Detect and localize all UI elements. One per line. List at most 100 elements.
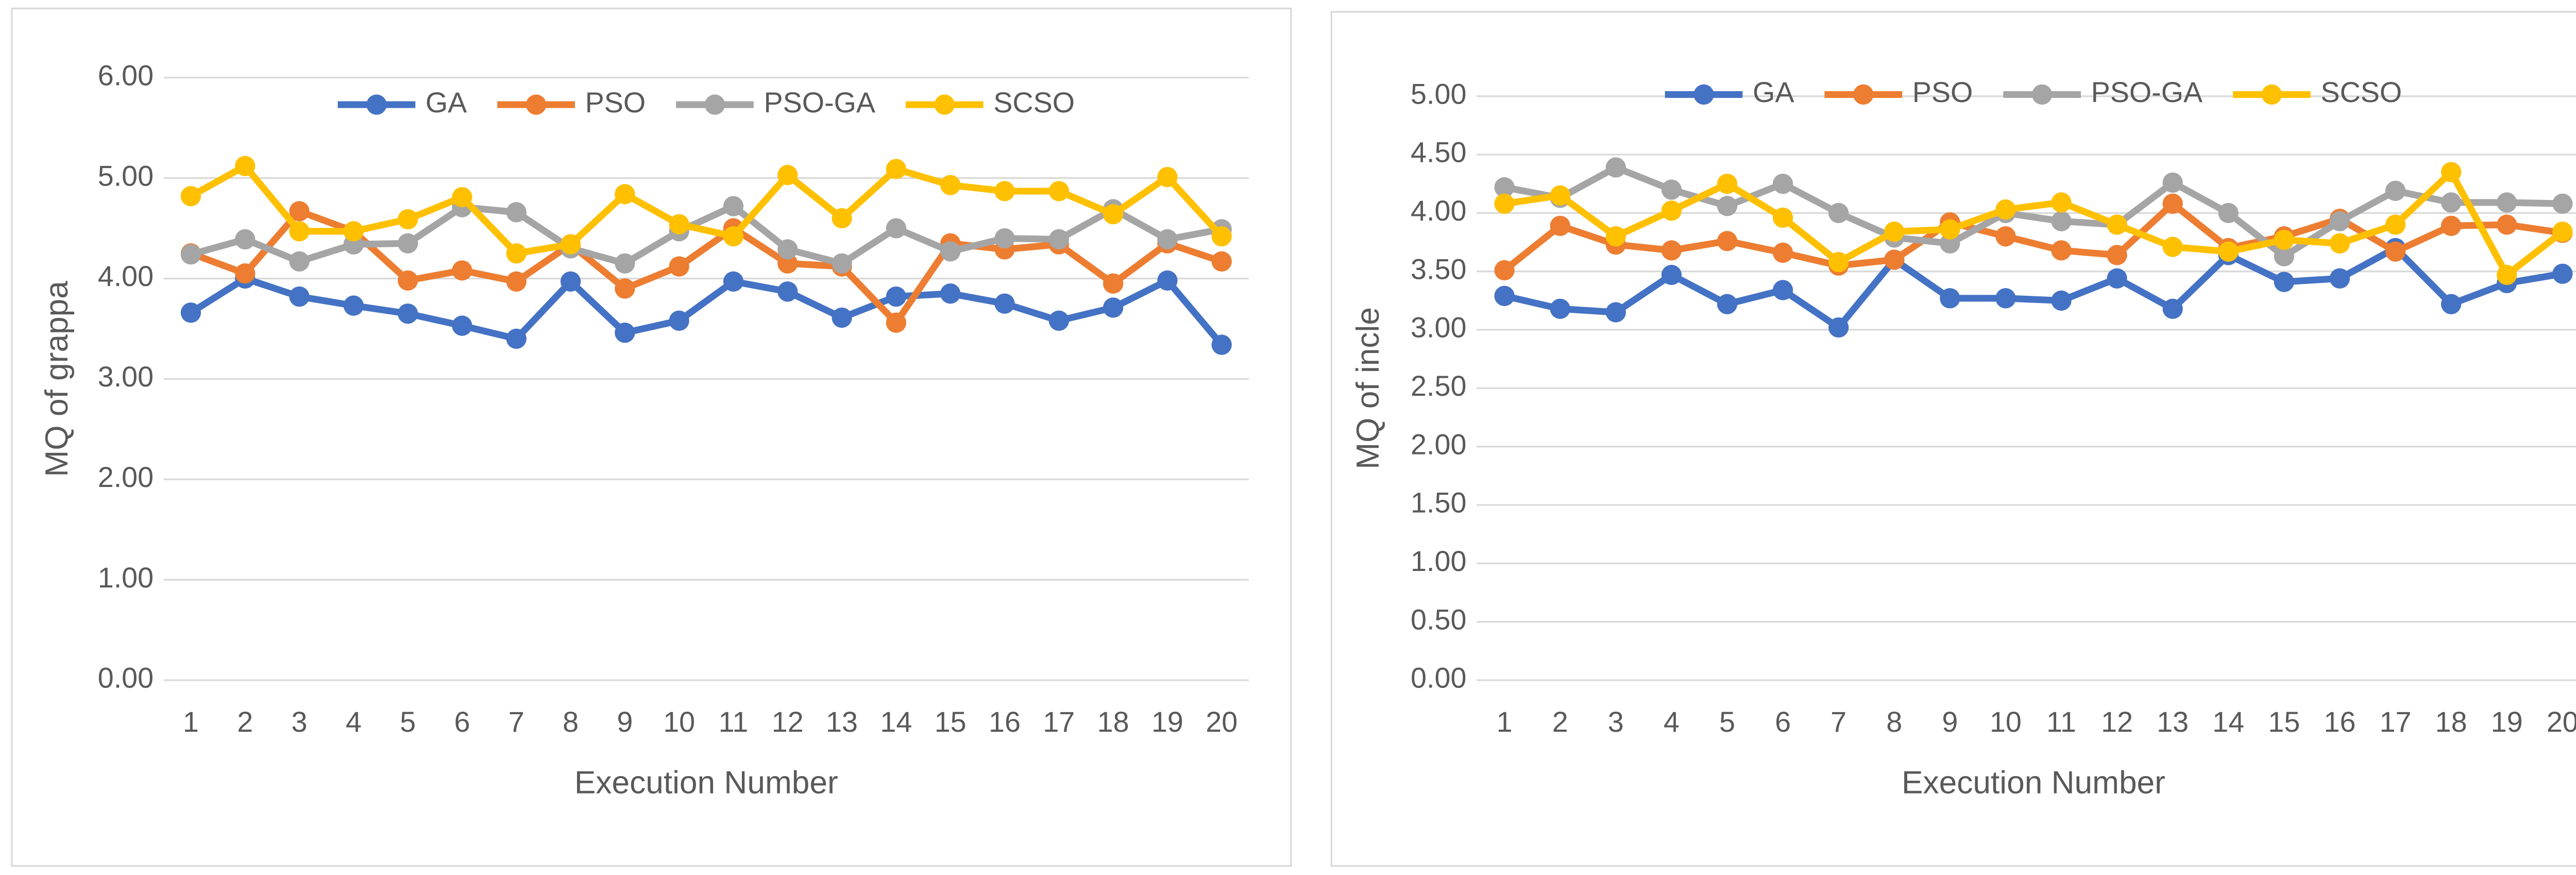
x-tick-label: 9 xyxy=(1942,706,1958,738)
data-point xyxy=(180,302,201,323)
data-point xyxy=(1828,203,1849,224)
data-point xyxy=(1605,226,1626,247)
data-point xyxy=(1884,249,1905,270)
legend-marker xyxy=(366,94,387,115)
x-tick-label: 1 xyxy=(1497,706,1513,738)
x-tick-label: 17 xyxy=(2380,706,2412,738)
data-point xyxy=(1995,199,2016,220)
data-point xyxy=(2552,263,2573,284)
data-point xyxy=(560,271,581,292)
data-point xyxy=(397,304,418,324)
data-point xyxy=(777,253,798,274)
data-point xyxy=(2329,268,2350,289)
legend-marker xyxy=(1853,84,1874,105)
data-point xyxy=(886,312,907,333)
data-point xyxy=(1661,179,1682,200)
data-point xyxy=(1772,174,1793,194)
x-tick-label: 7 xyxy=(1831,706,1846,738)
data-point xyxy=(235,156,256,176)
y-tick-label: 0.50 xyxy=(1411,603,1466,635)
x-tick-label: 5 xyxy=(1719,706,1735,738)
data-point xyxy=(1103,297,1124,318)
data-point xyxy=(994,228,1015,249)
x-tick-label: 15 xyxy=(935,706,967,738)
x-tick-label: 4 xyxy=(1664,706,1680,738)
x-tick-label: 17 xyxy=(1043,706,1075,738)
data-point xyxy=(1494,260,1515,281)
data-point xyxy=(2385,241,2406,262)
data-point xyxy=(1995,226,2016,247)
y-tick-label: 3.00 xyxy=(98,361,154,393)
data-point xyxy=(2107,268,2127,289)
legend-label: GA xyxy=(426,87,467,119)
data-point xyxy=(1048,229,1069,250)
y-tick-label: 5.00 xyxy=(1411,78,1466,110)
x-tick-label: 6 xyxy=(1775,706,1791,738)
legend-label: PSO xyxy=(585,87,646,119)
data-point xyxy=(2497,264,2517,285)
data-point xyxy=(452,315,472,336)
data-point xyxy=(1884,221,1905,242)
chart-panel: 0.00 0.50 1.00 1.50 2.00 2.50 3.00 3.50 4.00 4.50… xyxy=(1330,11,2576,867)
data-point xyxy=(452,187,472,208)
data-point xyxy=(180,186,201,207)
data-point xyxy=(832,253,852,274)
y-tick-label: 2.00 xyxy=(98,461,154,493)
data-point xyxy=(777,239,798,260)
y-tick-label: 2.00 xyxy=(1411,428,1466,460)
data-point xyxy=(1828,317,1849,338)
data-point xyxy=(1995,288,2016,309)
x-tick-label: 16 xyxy=(2324,706,2355,738)
data-point xyxy=(506,271,527,292)
legend: GA PSO PSO-GA SCSO xyxy=(337,87,1075,119)
data-point xyxy=(1717,174,1738,194)
y-tick-label: 1.00 xyxy=(98,562,154,594)
data-point xyxy=(235,229,256,250)
data-point xyxy=(940,283,961,304)
y-axis-title: MQ of grappa xyxy=(39,281,75,477)
data-point xyxy=(1103,204,1124,225)
data-point xyxy=(2552,221,2573,242)
x-tick-label: 13 xyxy=(2157,706,2189,738)
chart-frame xyxy=(11,7,1292,867)
legend-label: SCSO xyxy=(993,87,1075,119)
data-point xyxy=(1550,215,1570,236)
data-point xyxy=(615,323,635,343)
data-point xyxy=(723,271,744,292)
x-tick-label: 16 xyxy=(989,706,1021,738)
x-tick-label: 15 xyxy=(2268,706,2300,738)
data-point xyxy=(832,208,852,229)
data-point xyxy=(777,281,798,302)
data-point xyxy=(2441,294,2462,314)
data-point xyxy=(289,251,310,272)
data-point xyxy=(886,159,907,179)
x-tick-label: 11 xyxy=(2046,706,2076,738)
data-point xyxy=(2552,193,2573,214)
data-point xyxy=(1772,280,1793,300)
x-tick-label: 20 xyxy=(1206,706,1238,738)
data-point xyxy=(2274,272,2295,292)
data-point xyxy=(2218,241,2239,262)
data-point xyxy=(289,221,310,242)
chart-panel: 0.001.002.003.004.005.006.001 2 3 4 5 6 7 8 9 10 1… xyxy=(11,7,1292,867)
data-point xyxy=(886,286,907,307)
data-point xyxy=(397,270,418,291)
data-point xyxy=(1661,240,1682,261)
data-point xyxy=(235,263,256,284)
data-point xyxy=(1605,157,1626,178)
data-point xyxy=(1103,273,1124,294)
x-tick-label: 12 xyxy=(2101,706,2133,738)
legend-label: PSO-GA xyxy=(2091,76,2203,108)
x-tick-label: 1 xyxy=(183,706,199,738)
x-tick-label: 19 xyxy=(1151,706,1183,738)
legend-marker xyxy=(704,94,725,115)
data-point xyxy=(2107,245,2127,265)
data-point xyxy=(669,214,689,234)
x-tick-label: 12 xyxy=(772,706,804,738)
data-point xyxy=(343,221,364,242)
data-point xyxy=(397,209,418,230)
legend-marker xyxy=(526,94,547,115)
data-point xyxy=(343,295,364,316)
